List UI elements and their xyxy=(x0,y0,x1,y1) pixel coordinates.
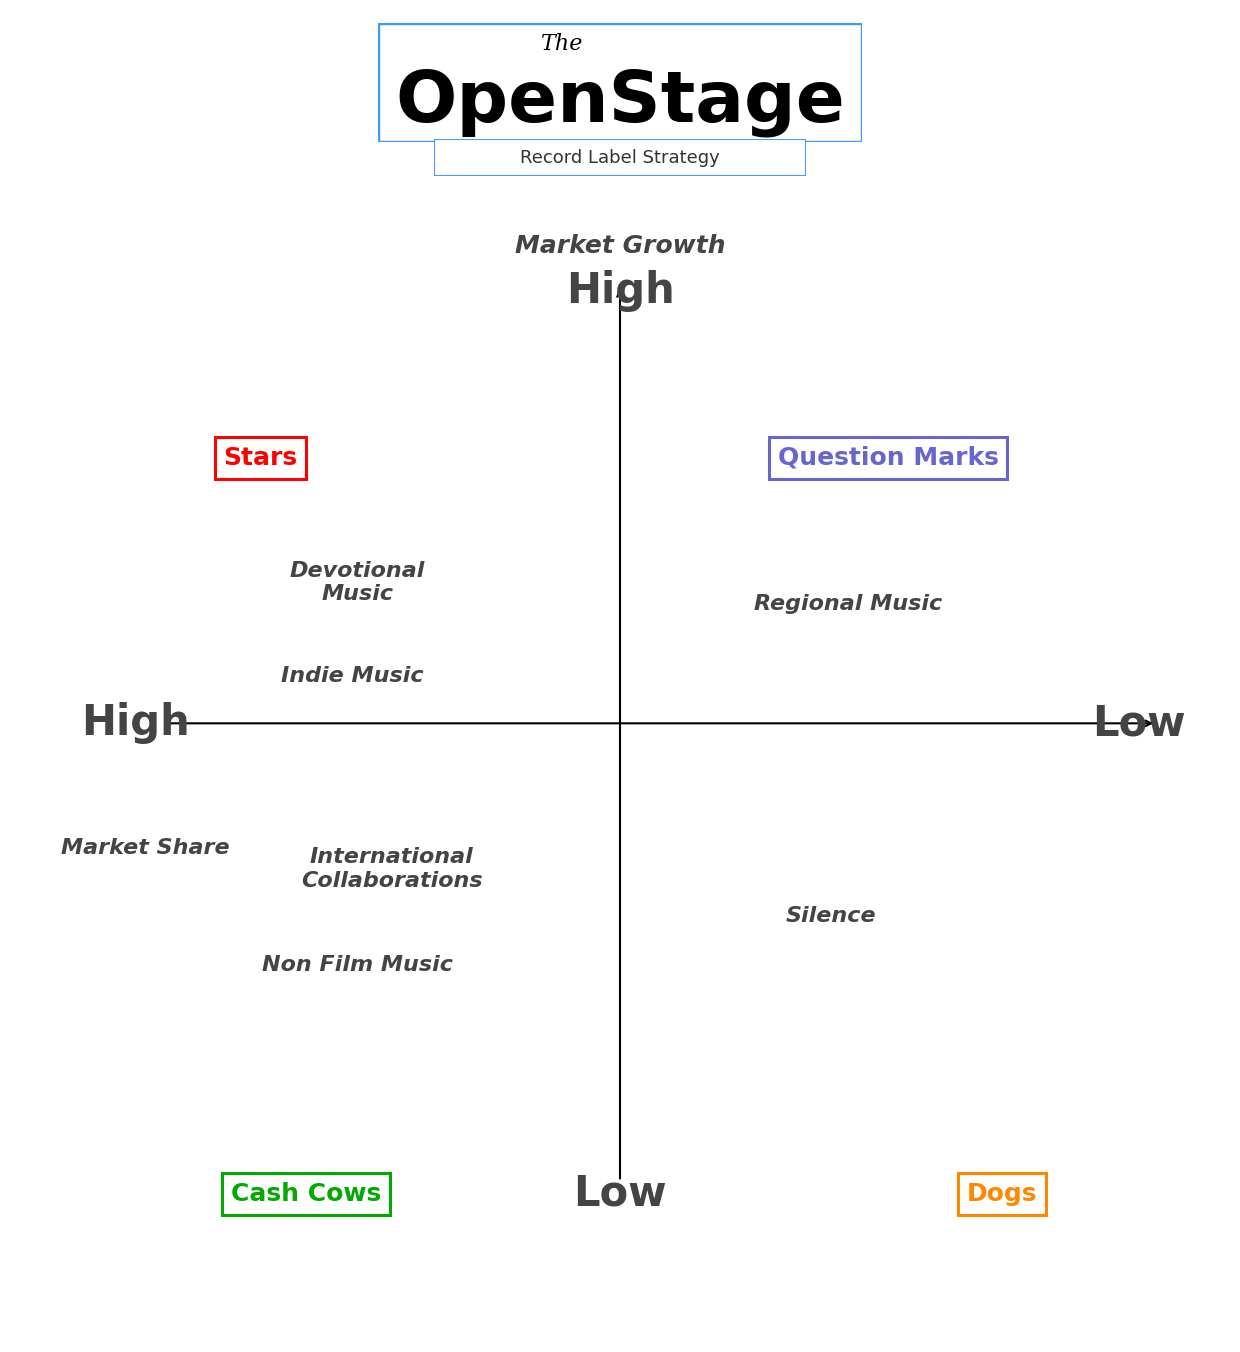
FancyBboxPatch shape xyxy=(434,139,806,176)
Text: Record Label Strategy: Record Label Strategy xyxy=(520,149,720,166)
Text: Stars: Stars xyxy=(223,446,298,470)
Text: International
Collaborations: International Collaborations xyxy=(301,848,482,891)
Text: Non Film Music: Non Film Music xyxy=(262,955,453,975)
Text: Indie Music: Indie Music xyxy=(280,667,423,687)
Text: Question Marks: Question Marks xyxy=(777,446,998,470)
Text: Market Share: Market Share xyxy=(61,838,229,859)
Text: Market Growth: Market Growth xyxy=(515,234,725,258)
Text: The: The xyxy=(541,32,583,54)
Text: OpenStage: OpenStage xyxy=(396,68,844,137)
Text: Cash Cows: Cash Cows xyxy=(231,1182,382,1206)
Text: High: High xyxy=(81,702,190,745)
FancyBboxPatch shape xyxy=(378,23,862,142)
Text: Dogs: Dogs xyxy=(967,1182,1038,1206)
Text: Devotional
Music: Devotional Music xyxy=(290,561,425,604)
Text: Low: Low xyxy=(1092,702,1185,745)
Text: Silence: Silence xyxy=(786,906,877,926)
Text: Regional Music: Regional Music xyxy=(754,594,942,614)
Text: Low: Low xyxy=(573,1172,667,1214)
Text: High: High xyxy=(565,270,675,312)
